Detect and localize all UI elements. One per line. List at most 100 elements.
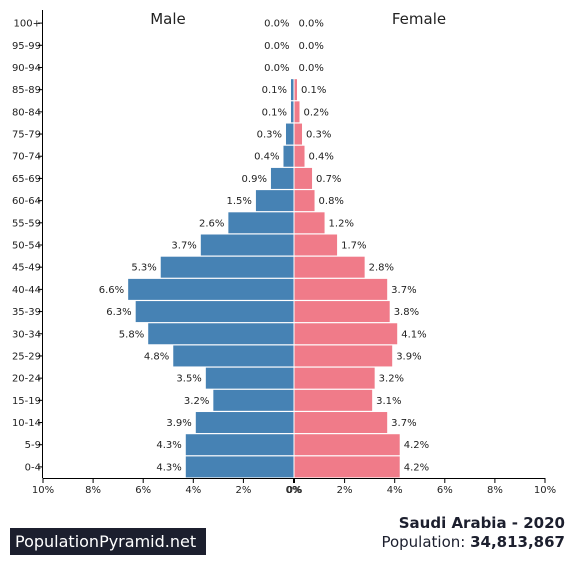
male-bar (213, 389, 294, 411)
male-value-label: 2.6% (199, 218, 224, 229)
female-bar (294, 367, 375, 389)
male-bar (173, 345, 294, 367)
age-group-label: 80-84 (12, 107, 41, 118)
female-value-label: 3.1% (376, 396, 401, 407)
male-value-label: 3.5% (176, 374, 201, 385)
male-bar (135, 301, 294, 323)
male-value-label: 0.0% (264, 41, 289, 52)
female-value-label: 0.2% (304, 107, 329, 118)
male-value-label: 0.0% (264, 63, 289, 74)
male-value-label: 3.7% (171, 241, 196, 252)
female-bar (294, 79, 298, 101)
age-group-label: 30-34 (12, 329, 41, 340)
female-bar (294, 323, 398, 345)
male-value-label: 0.3% (257, 130, 282, 141)
female-bar (294, 212, 325, 234)
female-value-label: 3.2% (379, 374, 404, 385)
age-group-label: 0-4 (25, 462, 41, 473)
age-group-label: 25-29 (12, 351, 41, 362)
age-group-label: 90-94 (12, 63, 41, 74)
x-tick-label: 4% (185, 485, 201, 496)
age-group-label: 55-59 (12, 218, 41, 229)
male-value-label: 5.3% (131, 263, 156, 274)
female-bar (294, 145, 305, 167)
male-value-label: 0.4% (254, 152, 279, 163)
population-line: Population: 34,813,867 (381, 533, 565, 551)
male-value-label: 0.1% (262, 107, 287, 118)
male-bar (270, 167, 294, 189)
female-value-label: 2.8% (369, 263, 394, 274)
female-value-label: 3.8% (394, 307, 419, 318)
male-value-label: 4.3% (156, 462, 181, 473)
male-bar (290, 101, 294, 123)
population-pyramid-chart: 4.3% 4.2% 0-4 4.3% 4.2% 5-9 3.9% 3.7% 10-14 3.2% 3… (12, 10, 556, 496)
female-bar (294, 389, 373, 411)
female-value-label: 0.8% (319, 196, 344, 207)
female-value-label: 3.7% (391, 285, 416, 296)
male-value-label: 0.9% (242, 174, 267, 185)
x-tick-label: 10% (32, 485, 54, 496)
female-value-label: 1.7% (341, 241, 366, 252)
age-group-label: 75-79 (12, 130, 41, 141)
brand-logo[interactable]: PopulationPyramid.net (10, 528, 206, 555)
female-legend-label: Female (392, 10, 446, 28)
male-bar (185, 456, 294, 478)
female-bar (294, 412, 388, 434)
male-bar (228, 212, 294, 234)
female-bar (294, 256, 365, 278)
country-year-title: Saudi Arabia - 2020 (398, 514, 565, 532)
female-value-label: 0.7% (316, 174, 341, 185)
female-value-label: 0.0% (299, 63, 324, 74)
age-group-label: 45-49 (12, 263, 41, 274)
male-bar (255, 190, 294, 212)
x-tick-label: 0% (286, 485, 302, 496)
male-legend-label: Male (150, 10, 186, 28)
male-bar (195, 412, 294, 434)
female-bar (294, 123, 303, 145)
age-group-label: 65-69 (12, 174, 41, 185)
female-value-label: 3.7% (391, 418, 416, 429)
female-value-label: 0.0% (299, 19, 324, 30)
female-value-label: 4.1% (401, 329, 426, 340)
male-bar (148, 323, 294, 345)
male-value-label: 3.2% (184, 396, 209, 407)
age-group-label: 35-39 (12, 307, 41, 318)
male-value-label: 4.8% (144, 351, 169, 362)
female-bar (294, 301, 390, 323)
age-group-label: 40-44 (12, 285, 41, 296)
x-tick-label: 8% (487, 485, 503, 496)
female-value-label: 0.0% (299, 41, 324, 52)
x-tick-label: 8% (85, 485, 101, 496)
female-bar (294, 101, 300, 123)
age-group-label: 85-89 (12, 85, 41, 96)
population-value: 34,813,867 (470, 533, 565, 551)
male-bar (290, 79, 294, 101)
x-tick-label: 2% (337, 485, 353, 496)
female-value-label: 1.2% (329, 218, 354, 229)
female-value-label: 3.9% (396, 351, 421, 362)
female-bar (294, 167, 313, 189)
age-group-label: 5-9 (25, 440, 41, 451)
age-group-label: 10-14 (12, 418, 41, 429)
female-bar (294, 234, 338, 256)
male-bar (160, 256, 294, 278)
female-bar (294, 278, 388, 300)
x-tick-label: 0% (287, 485, 303, 496)
male-value-label: 1.5% (227, 196, 252, 207)
female-value-label: 0.1% (301, 85, 326, 96)
female-bar (294, 456, 400, 478)
male-bar (205, 367, 294, 389)
male-value-label: 6.6% (99, 285, 124, 296)
age-group-label: 60-64 (12, 196, 41, 207)
x-tick-label: 10% (534, 485, 556, 496)
female-value-label: 4.2% (404, 440, 429, 451)
age-group-label: 15-19 (12, 396, 41, 407)
x-tick-label: 2% (235, 485, 251, 496)
age-group-label: 20-24 (12, 374, 41, 385)
female-value-label: 0.3% (306, 130, 331, 141)
male-value-label: 3.9% (166, 418, 191, 429)
female-value-label: 0.4% (309, 152, 334, 163)
male-value-label: 5.8% (119, 329, 144, 340)
male-bar (185, 434, 294, 456)
female-bar (294, 190, 315, 212)
